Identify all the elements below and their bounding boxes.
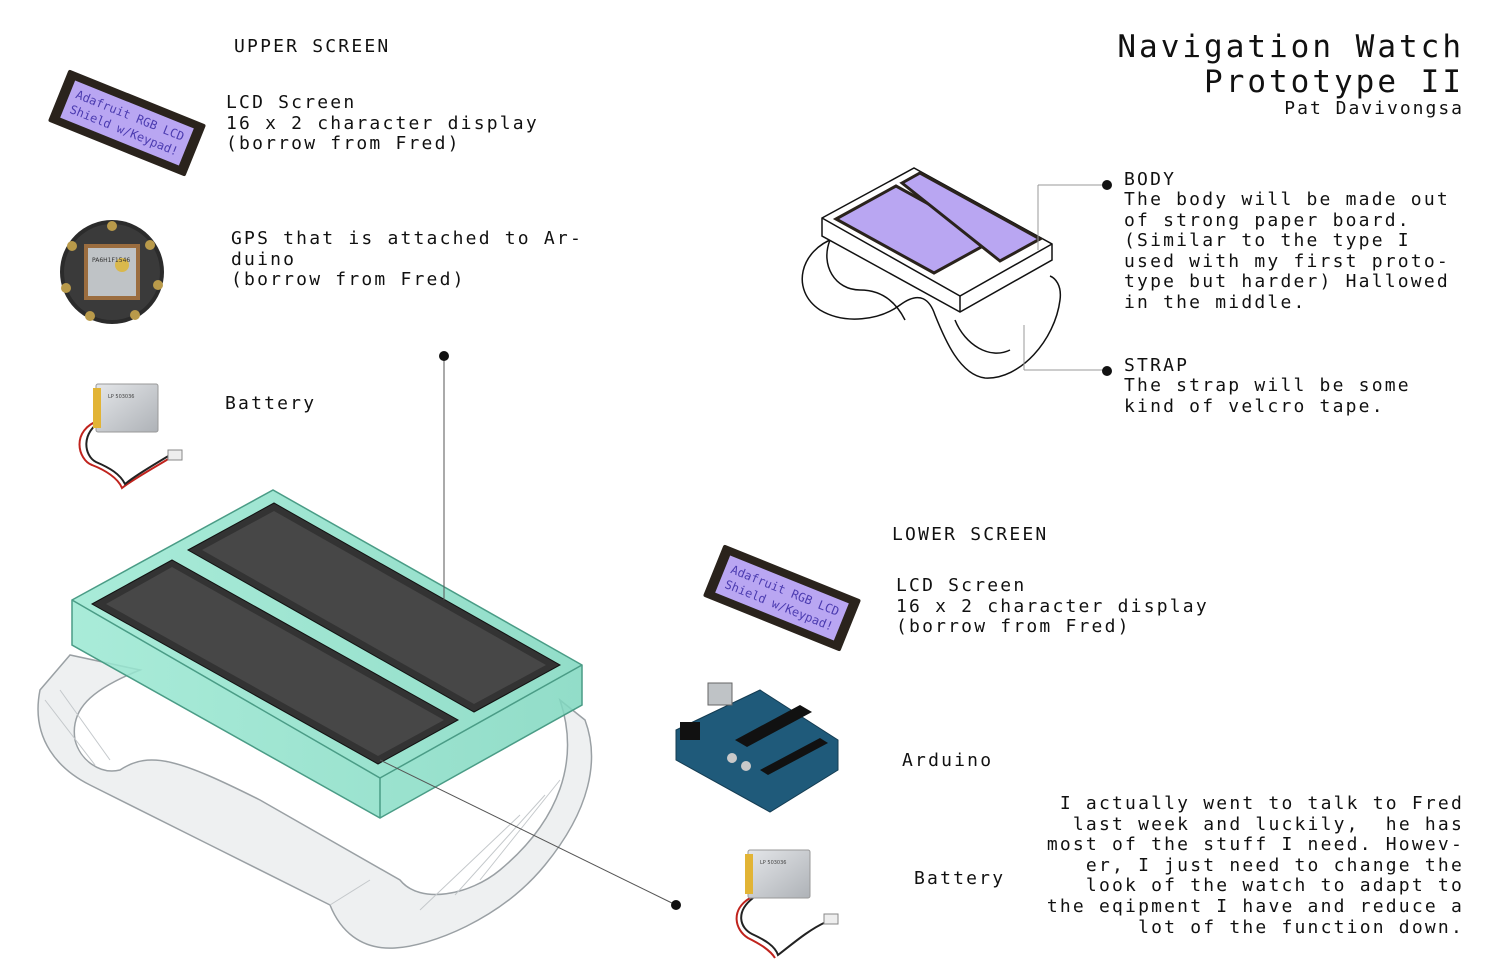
upper-lcd-module-icon: Adafruit RGB LCD Shield w/Keypad! bbox=[48, 69, 206, 177]
gps-description: GPS that is attached to Ar- duino (borro… bbox=[231, 228, 583, 291]
strap-pointer-dot bbox=[1102, 366, 1112, 376]
upper-battery-label-text: LP 503036 bbox=[108, 394, 134, 400]
notes-paragraph: I actually went to talk to Fred last wee… bbox=[1046, 793, 1464, 938]
exploded-watch-body bbox=[37, 489, 593, 949]
gps-module-icon: PA6H1F1546 bbox=[60, 220, 164, 324]
body-heading: BODY bbox=[1124, 169, 1177, 190]
lower-battery-label-text: LP 503036 bbox=[760, 860, 786, 866]
body-pointer-dot bbox=[1102, 180, 1112, 190]
lower-lcd-description: LCD Screen 16 x 2 character display (bor… bbox=[896, 575, 1209, 638]
upper-battery-icon: LP 503036 bbox=[78, 383, 183, 490]
title-line-1: Navigation Watch bbox=[1117, 29, 1464, 65]
body-strap-leaders bbox=[1023, 184, 1105, 371]
author-name: Pat Davivongsa bbox=[1284, 98, 1464, 119]
arduino-label: Arduino bbox=[902, 750, 994, 771]
arduino-board-icon bbox=[675, 682, 839, 813]
lower-screen-heading: LOWER SCREEN bbox=[892, 524, 1049, 545]
strap-description: The strap will be some kind of velcro ta… bbox=[1124, 375, 1411, 417]
lower-lcd-module-icon: Adafruit RGB LCD Shield w/Keypad! bbox=[703, 544, 861, 652]
watch-drawing-screens bbox=[832, 171, 1044, 275]
gps-chip-text: PA6H1F1546 bbox=[92, 257, 130, 264]
leader-lines bbox=[379, 356, 677, 906]
page-title: Navigation Watch Prototype II bbox=[1117, 30, 1464, 100]
body-description: The body will be made out of strong pape… bbox=[1124, 189, 1450, 313]
lower-battery-label: Battery bbox=[914, 868, 1006, 889]
lower-battery-icon: LP 503036 bbox=[735, 849, 839, 959]
upper-battery-label: Battery bbox=[225, 393, 317, 414]
strap-heading: STRAP bbox=[1124, 355, 1190, 376]
upper-lcd-description: LCD Screen 16 x 2 character display (bor… bbox=[226, 92, 539, 155]
title-line-2: Prototype II bbox=[1204, 64, 1464, 100]
upper-screen-pointer-dot bbox=[439, 351, 449, 361]
upper-screen-heading: UPPER SCREEN bbox=[234, 36, 391, 57]
lower-screen-pointer-dot bbox=[671, 900, 681, 910]
